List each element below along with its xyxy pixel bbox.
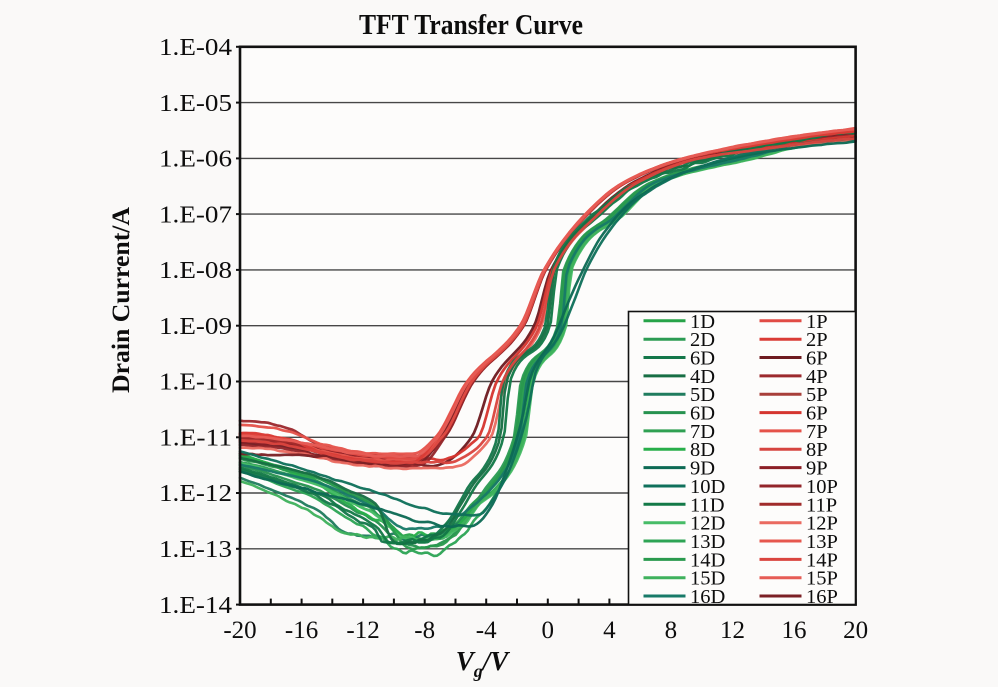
svg-text:1.E-10: 1.E-10 xyxy=(159,370,232,396)
svg-text:8D: 8D xyxy=(690,439,715,461)
svg-text:1.E-11: 1.E-11 xyxy=(159,426,232,452)
svg-text:7P: 7P xyxy=(806,421,828,443)
svg-text:8P: 8P xyxy=(806,439,828,461)
svg-text:-4: -4 xyxy=(476,617,497,644)
svg-text:5D: 5D xyxy=(690,384,715,406)
svg-text:13P: 13P xyxy=(806,531,838,553)
svg-text:14P: 14P xyxy=(806,549,838,571)
svg-text:-20: -20 xyxy=(223,617,256,644)
svg-text:1P: 1P xyxy=(806,311,828,333)
svg-text:-16: -16 xyxy=(285,617,318,644)
svg-text:16P: 16P xyxy=(806,586,838,608)
svg-text:TFT Transfer Curve: TFT Transfer Curve xyxy=(359,9,583,41)
svg-text:7D: 7D xyxy=(690,421,715,443)
svg-text:4: 4 xyxy=(603,617,616,644)
svg-text:1D: 1D xyxy=(690,311,715,333)
svg-text:Drain Current/A: Drain Current/A xyxy=(108,207,135,393)
svg-text:6D: 6D xyxy=(690,348,715,370)
svg-text:16: 16 xyxy=(782,617,807,644)
svg-text:6D: 6D xyxy=(690,403,715,425)
svg-text:1.E-08: 1.E-08 xyxy=(159,258,232,284)
svg-text:9P: 9P xyxy=(806,458,828,480)
svg-text:15P: 15P xyxy=(806,568,838,590)
svg-text:6P: 6P xyxy=(806,348,828,370)
svg-text:1.E-06: 1.E-06 xyxy=(159,147,232,173)
svg-text:6P: 6P xyxy=(806,403,828,425)
svg-text:1.E-09: 1.E-09 xyxy=(159,314,232,340)
svg-text:16D: 16D xyxy=(690,586,725,608)
svg-text:4D: 4D xyxy=(690,366,715,388)
svg-text:13D: 13D xyxy=(690,531,725,553)
svg-text:4P: 4P xyxy=(806,366,828,388)
svg-text:8: 8 xyxy=(665,617,678,644)
svg-text:-8: -8 xyxy=(414,617,435,644)
svg-text:1.E-12: 1.E-12 xyxy=(159,481,232,507)
svg-text:2P: 2P xyxy=(806,329,828,351)
svg-text:1.E-13: 1.E-13 xyxy=(159,537,232,563)
svg-text:5P: 5P xyxy=(806,384,828,406)
svg-text:11D: 11D xyxy=(690,494,725,516)
svg-text:14D: 14D xyxy=(690,549,725,571)
svg-text:10D: 10D xyxy=(690,476,725,498)
svg-text:12D: 12D xyxy=(690,513,725,535)
svg-text:1.E-07: 1.E-07 xyxy=(159,202,232,228)
svg-text:20: 20 xyxy=(843,617,868,644)
svg-text:1.E-05: 1.E-05 xyxy=(159,91,232,117)
svg-text:10P: 10P xyxy=(806,476,838,498)
svg-text:1.E-04: 1.E-04 xyxy=(159,35,232,61)
svg-text:1.E-14: 1.E-14 xyxy=(159,593,232,619)
svg-text:12P: 12P xyxy=(806,513,838,535)
svg-text:Vg/V: Vg/V xyxy=(456,646,511,681)
svg-text:-12: -12 xyxy=(346,617,379,644)
svg-text:2D: 2D xyxy=(690,329,715,351)
svg-text:9D: 9D xyxy=(690,458,715,480)
svg-text:11P: 11P xyxy=(806,494,837,516)
svg-text:12: 12 xyxy=(720,617,745,644)
svg-text:15D: 15D xyxy=(690,568,725,590)
svg-text:0: 0 xyxy=(542,617,555,644)
